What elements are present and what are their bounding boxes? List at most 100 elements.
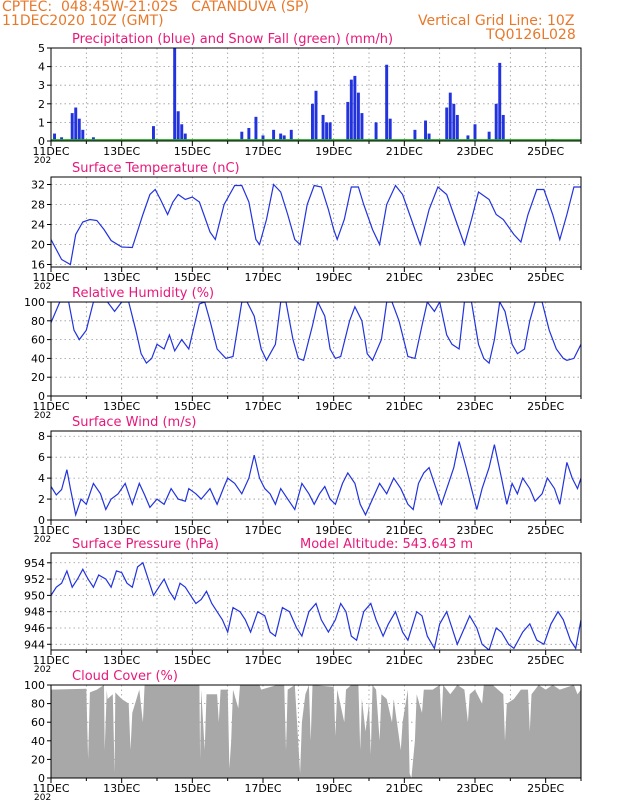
y-tick-label: 100 [24,296,45,309]
x-tick-label: 11DEC [32,271,69,284]
y-tick-label: 2 [38,98,45,111]
panel-title: Precipitation (blue) and Snow Fall (gree… [72,32,393,47]
y-tick-label: 3 [38,79,45,92]
x-tick-label: 11DEC [32,654,69,667]
precip-bar [70,113,74,141]
x-tick-label: 19DEC [315,145,352,158]
x-tick-label: 15DEC [174,782,211,795]
precip-bar [81,129,85,141]
precip-bar [466,135,470,141]
y-tick-label: 954 [24,557,45,570]
header-station: CPTEC: 048:45W-21:02S CATANDUVA (SP) [2,0,309,15]
precip-bar [498,62,502,141]
y-tick-label: 952 [24,573,45,586]
panel-2: Relative Humidity (%) 0 20 40 60 80 100 11DEC 13… [24,286,582,421]
panel-title: Relative Humidity (%) [72,286,214,301]
y-tick-label: 0 [38,772,45,785]
precip-bar [289,129,293,141]
x-tick-label: 15DEC [174,145,211,158]
x-tick-label: 21DEC [386,400,423,413]
y-tick-label: 950 [24,589,45,602]
precip-bar [494,103,498,141]
series-line [51,561,581,650]
precip-bar [487,131,491,141]
precip-bar [424,120,428,141]
x-tick-label: 13DEC [103,654,140,667]
precip-bar [360,113,364,141]
x-tick-label: 25DEC [527,654,564,667]
x-tick-label: 17DEC [244,654,281,667]
precip-bar [247,127,251,141]
y-tick-label: 20 [31,371,45,384]
x-tick-label: 23DEC [456,400,493,413]
y-tick-label: 32 [31,179,45,192]
y-tick-label: 4 [38,61,45,74]
precip-bar [77,118,81,141]
y-tick-label: 20 [31,239,45,252]
x-tick-label: 23DEC [456,145,493,158]
x-tick-label: 17DEC [244,145,281,158]
x-year-label: 202 [34,411,51,421]
y-tick-label: 6 [38,451,45,464]
x-tick-label: 13DEC [103,524,140,537]
y-tick-label: 24 [31,219,45,232]
precip-bar [455,114,459,141]
y-tick-label: 40 [31,735,45,748]
y-tick-label: 28 [31,199,45,212]
x-tick-label: 13DEC [103,145,140,158]
x-tick-label: 21DEC [386,782,423,795]
x-tick-label: 17DEC [244,271,281,284]
x-tick-label: 23DEC [456,271,493,284]
x-year-label: 202 [34,793,51,800]
x-tick-label: 21DEC [386,654,423,667]
x-tick-label: 23DEC [456,524,493,537]
y-tick-label: 948 [24,606,45,619]
x-tick-label: 25DEC [527,271,564,284]
y-tick-label: 80 [31,698,45,711]
precip-bar [353,75,357,141]
x-tick-label: 15DEC [174,654,211,667]
precip-bar [385,64,389,141]
x-tick-label: 15DEC [174,271,211,284]
precip-bar [240,131,244,141]
y-tick-label: 0 [38,390,45,403]
x-tick-label: 19DEC [315,654,352,667]
y-tick-label: 20 [31,753,45,766]
precip-bar [388,118,392,141]
precip-bar [254,116,258,141]
precip-bar [448,92,452,141]
y-tick-label: 2 [38,493,45,506]
x-year-label: 202 [34,665,51,675]
precip-bar [261,135,265,141]
panel-4: Surface Pressure (hPa) Model Altitude: 54… [24,537,582,675]
y-tick-label: 0 [38,135,45,148]
x-tick-label: 15DEC [174,400,211,413]
cloud-area [51,685,581,778]
precip-bar [180,124,184,141]
y-tick-label: 944 [24,638,45,651]
panel-title: Surface Pressure (hPa) [72,537,219,552]
y-tick-label: 16 [31,259,45,272]
x-tick-label: 11DEC [32,400,69,413]
x-year-label: 202 [34,282,51,292]
x-year-label: 202 [34,535,51,545]
y-tick-label: 5 [38,42,45,55]
panel-1: Surface Temperature (nC) 16 20 24 28 32 11DEC 1… [31,161,582,292]
precip-bar [314,90,318,141]
x-tick-label: 11DEC [32,145,69,158]
x-tick-label: 13DEC [103,271,140,284]
x-tick-label: 13DEC [103,400,140,413]
series-line [51,183,581,266]
x-tick-label: 11DEC [32,524,69,537]
x-tick-label: 23DEC [456,782,493,795]
y-tick-label: 1 [38,116,45,129]
panel-frame [50,552,582,651]
x-tick-label: 25DEC [527,782,564,795]
x-tick-label: 19DEC [315,782,352,795]
panel-annotation: Model Altitude: 543.643 m [300,537,473,552]
precip-bar [445,107,449,141]
precip-bar [501,114,505,141]
precip-bar [321,114,325,141]
x-tick-label: 25DEC [527,524,564,537]
x-tick-label: 21DEC [386,145,423,158]
